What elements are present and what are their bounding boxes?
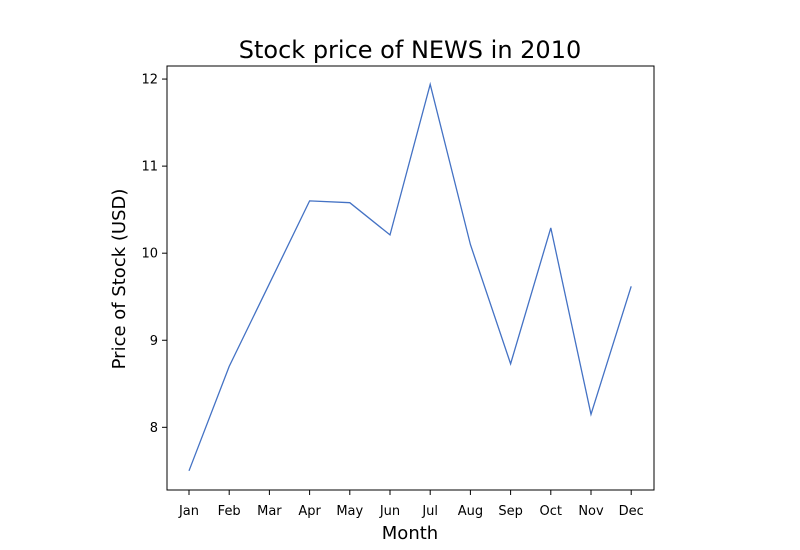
x-axis-label: Month xyxy=(382,523,438,544)
x-tick-label: Aug xyxy=(458,504,483,519)
x-tick-label: Nov xyxy=(578,504,604,519)
y-tick-label: 9 xyxy=(150,334,158,349)
y-tick-label: 12 xyxy=(141,73,158,88)
x-axis-ticks: Jan Feb Mar Apr May Jun Jul Aug Sep Oct Nov Dec xyxy=(178,490,644,519)
x-tick-label: Feb xyxy=(218,504,241,519)
y-axis-label: Price of Stock (USD) xyxy=(109,189,130,370)
plot-area-frame xyxy=(166,65,655,491)
series-line xyxy=(188,81,632,472)
x-tick-label: Oct xyxy=(540,504,562,519)
y-tick-label: 11 xyxy=(141,160,158,175)
y-tick-label: 8 xyxy=(150,421,158,436)
chart-title: Stock price of NEWS in 2010 xyxy=(239,36,581,64)
x-tick-label: Sep xyxy=(498,504,523,519)
x-tick-label: Jun xyxy=(379,504,400,519)
x-tick-label: Dec xyxy=(619,504,644,519)
x-tick-label: Jan xyxy=(178,504,199,519)
x-tick-label: Jul xyxy=(421,504,438,519)
y-axis-ticks: 8 9 10 11 12 xyxy=(141,73,167,436)
x-tick-label: May xyxy=(336,504,363,519)
series-group xyxy=(188,81,632,472)
x-tick-label: Mar xyxy=(257,504,282,519)
y-tick-label: 10 xyxy=(141,247,158,262)
x-tick-label: Apr xyxy=(298,504,321,519)
